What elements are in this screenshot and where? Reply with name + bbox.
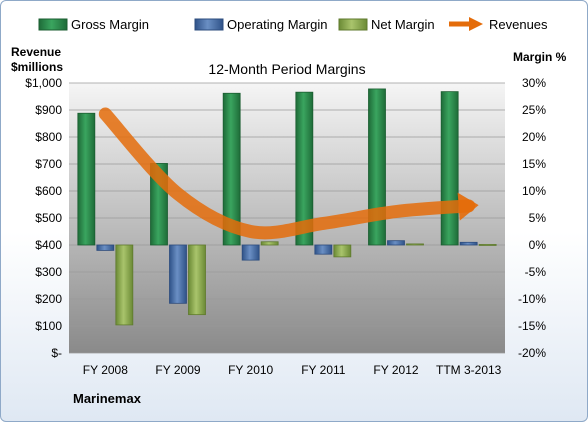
operating-margin-bar [169,244,187,304]
x-tick-label: FY 2012 [373,363,418,377]
net-margin-bar [406,243,424,246]
right-tick-label: 15% [522,157,546,171]
revenue-line [98,107,479,240]
chart-title: 12-Month Period Margins [208,61,365,77]
legend-label-revenues: Revenues [489,17,548,32]
operating-margin-bar [459,241,478,246]
right-tick-label: 5% [529,211,547,225]
legend-item-gross-margin: Gross Margin [38,17,149,32]
left-tick-label: $900 [35,103,62,117]
legend-swatch-net [338,18,368,31]
gross-margin-bar [368,88,386,246]
gross-margin-bar [440,91,459,246]
right-tick-label: 10% [522,184,546,198]
left-tick-label: $700 [35,157,62,171]
left-tick-label: $200 [35,292,62,306]
left-tick-label: $800 [35,130,62,144]
gross-margin-bar [77,112,96,246]
net-margin-bar [115,244,134,326]
bars [77,88,497,326]
right-tick-label: -5% [525,265,547,279]
left-axis-label-line2: $millions [11,60,63,74]
right-tick-label: 25% [522,103,546,117]
legend: Gross Margin Operating Margin Net Margin… [38,17,548,32]
left-tick-label: $300 [35,265,62,279]
net-margin-bar [260,241,279,246]
right-tick-label: 30% [522,76,546,90]
legend-swatch-gross [38,18,68,31]
x-tick-label: FY 2010 [228,363,273,377]
right-axis-label: Margin % [513,50,567,64]
legend-item-net-margin: Net Margin [338,17,435,32]
left-tick-labels: $- $100 $200 $300 $400 $500 $600 $700 $800 $900 $1… [25,76,62,360]
legend-item-revenues: Revenues [449,17,548,32]
operating-margin-bar [96,244,115,251]
x-tick-label: FY 2008 [83,363,128,377]
revenue-line-path [98,107,476,240]
operating-margin-bar [387,240,405,246]
net-margin-bar [478,244,497,246]
legend-item-operating-margin: Operating Margin [194,17,327,32]
gross-margin-bar [295,91,314,246]
legend-swatch-operating [194,18,224,31]
x-tick-label: FY 2009 [155,363,200,377]
left-tick-label: $500 [35,211,62,225]
legend-label-net: Net Margin [371,17,435,32]
right-tick-label: -20% [518,346,546,360]
x-tick-labels: FY 2008 FY 2009 FY 2010 FY 2011 FY 2012 TTM 3… [83,363,502,377]
left-tick-label: $400 [35,238,62,252]
operating-margin-bar [314,244,333,255]
company-name: Marinemax [73,391,142,406]
legend-label-operating: Operating Margin [227,17,327,32]
right-tick-label: -15% [518,319,546,333]
right-tick-label: 0% [529,238,547,252]
left-tick-label: $600 [35,184,62,198]
left-tick-label: $1,000 [25,76,62,90]
net-margin-bar [188,244,206,316]
legend-arrow-icon [469,17,483,31]
gross-margin-bar [222,92,241,246]
revenue-arrowhead-icon [457,192,479,221]
x-tick-label: TTM 3-2013 [436,363,502,377]
right-tick-label: 20% [522,130,546,144]
legend-label-gross: Gross Margin [71,17,149,32]
left-tick-label: $100 [35,319,62,333]
x-tick-label: FY 2011 [301,363,346,377]
right-tick-label: -10% [518,292,546,306]
right-tick-labels: -20% -15% -10% -5% 0% 5% 10% 15% 20% 25% 30% [518,76,546,360]
net-margin-bar [333,244,352,258]
operating-margin-bar [241,244,260,261]
left-axis-label-line1: Revenue [11,45,61,59]
left-tick-label: $- [51,346,62,360]
